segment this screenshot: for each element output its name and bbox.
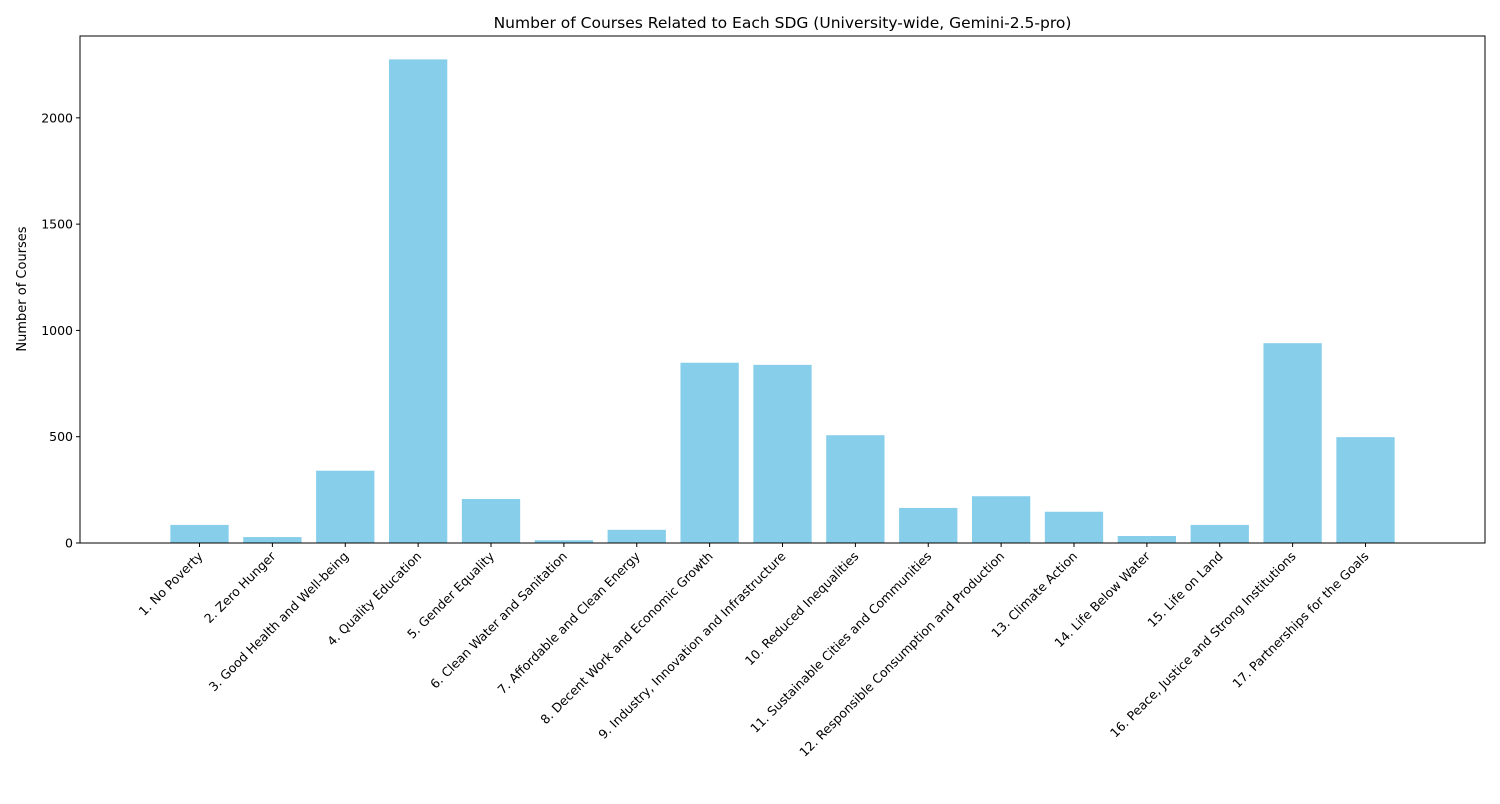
bar-17 [1336, 437, 1395, 543]
y-tick-label: 2000 [41, 110, 73, 125]
bar-16 [1263, 343, 1322, 543]
chart-title: Number of Courses Related to Each SDG (U… [494, 14, 1072, 32]
bar-3 [316, 470, 375, 543]
bar-1 [170, 524, 229, 543]
x-tick-label: 17. Partnerships for the Goals [1229, 549, 1371, 691]
bar-10 [826, 435, 885, 543]
x-tick-label: 3. Good Health and Well-being [206, 549, 352, 695]
x-tick-label: 6. Clean Water and Sanitation [427, 549, 570, 692]
bars-group [170, 59, 1395, 543]
bar-2 [243, 537, 302, 543]
x-tick-label: 7. Affordable and Clean Energy [494, 548, 643, 697]
bar-9 [753, 364, 812, 543]
y-tick-label: 1000 [41, 323, 73, 338]
bar-8 [680, 362, 739, 543]
bar-13 [1044, 511, 1104, 543]
bar-4 [388, 59, 448, 543]
bar-5 [461, 499, 521, 543]
y-tick-label: 0 [65, 536, 73, 551]
bar-12 [971, 496, 1031, 543]
bar-14 [1117, 535, 1177, 543]
bar-15 [1190, 524, 1249, 543]
plot-frame [79, 35, 1486, 544]
x-tick-label: 1. No Poverty [136, 548, 207, 619]
y-axis-label: Number of Courses [15, 226, 30, 351]
y-axis-ticks: 0 500 1000 1500 2000 [41, 110, 80, 551]
y-tick-label: 1500 [41, 217, 73, 232]
bar-11 [899, 507, 958, 543]
bar-6 [534, 540, 594, 543]
x-tick-label: 15. Life on Land [1144, 549, 1226, 631]
y-tick-label: 500 [49, 429, 73, 444]
bar-7 [607, 529, 666, 543]
x-tick-label: 2. Zero Hunger [201, 548, 279, 626]
